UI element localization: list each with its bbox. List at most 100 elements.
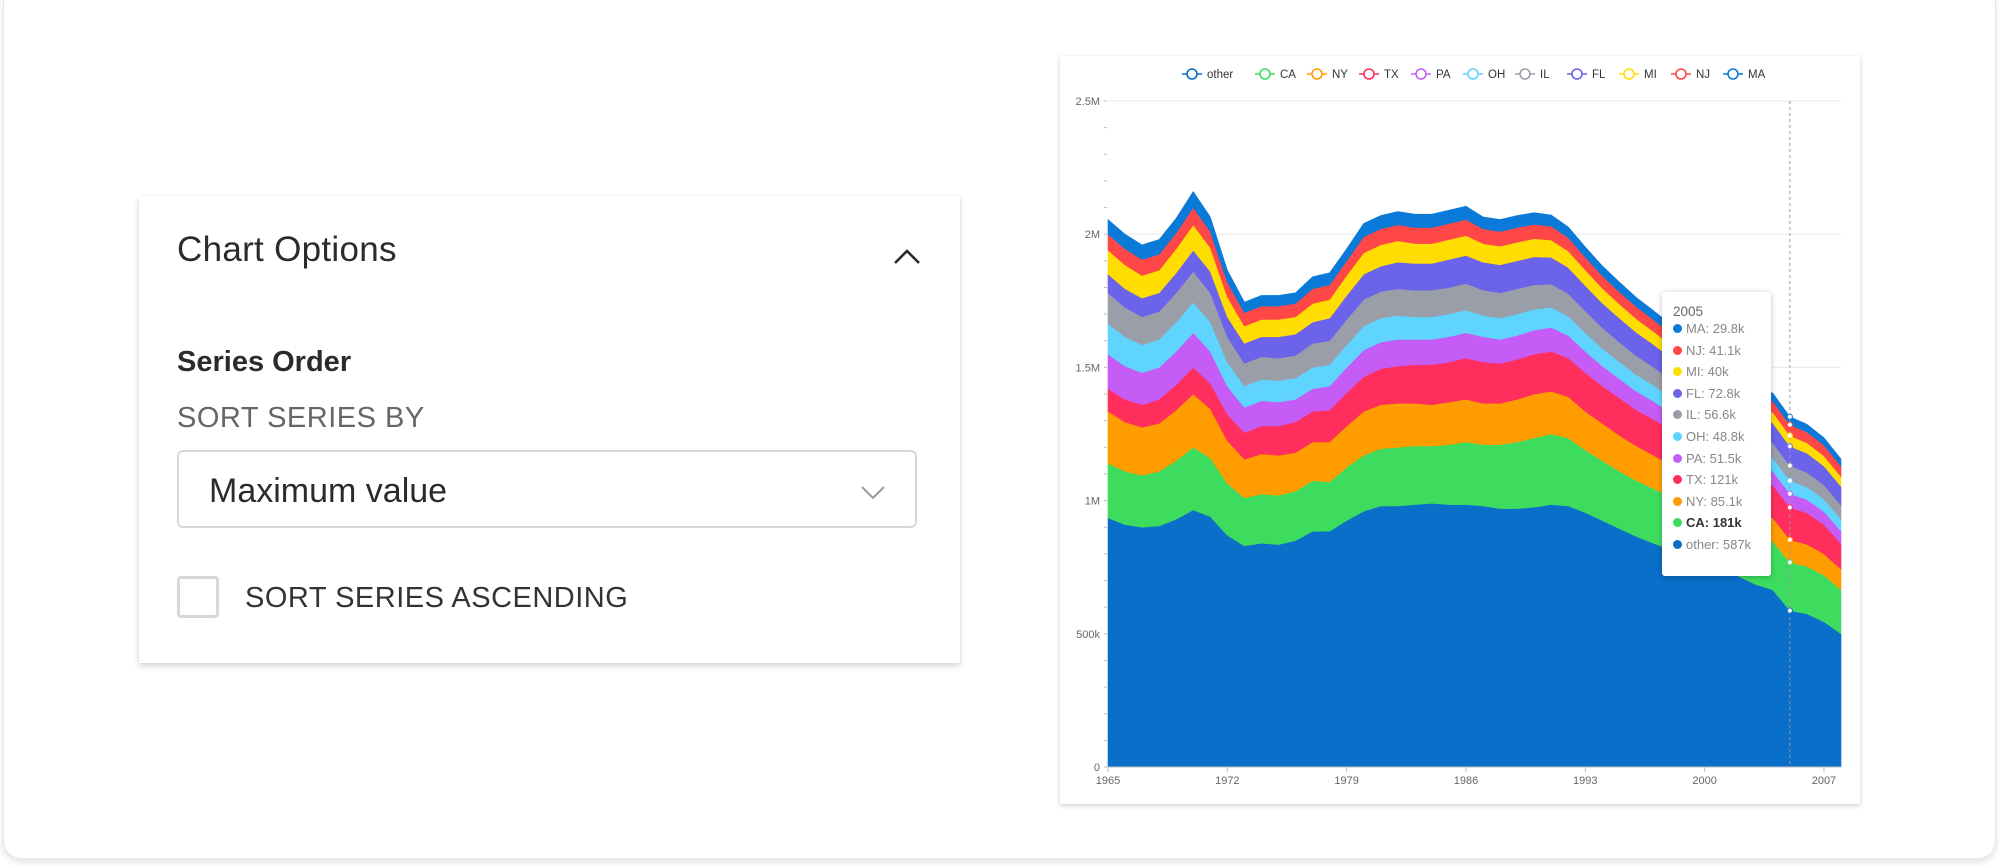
legend-label: other [1207, 69, 1233, 81]
legend-marker [1623, 68, 1635, 80]
tooltip-row-text: NJ: 41.1k [1686, 342, 1741, 358]
series-order-heading: Series Order [177, 346, 352, 378]
tooltip-color-dot [1673, 345, 1682, 355]
legend-marker [1571, 68, 1583, 80]
hover-marker-pa [1786, 490, 1793, 497]
sort-ascending-checkbox[interactable] [177, 576, 219, 618]
y-tick-label: 2.5M [1076, 96, 1100, 108]
chevron-down-icon [861, 486, 885, 500]
hover-marker-ny [1786, 536, 1793, 543]
hover-marker-fl [1786, 443, 1793, 450]
tooltip-row-text: other: 587k [1686, 537, 1752, 552]
sort-series-by-label: SORT SERIES BY [177, 402, 425, 434]
legend-marker [1519, 68, 1531, 80]
tooltip-row-mi: MI: 40k [1673, 364, 1729, 382]
tooltip-row-other: other: 587k [1673, 537, 1751, 555]
sort-series-selected-value: Maximum value [209, 472, 448, 510]
legend-label: FL [1592, 69, 1606, 81]
legend-marker [1259, 68, 1271, 80]
tooltip-color-dot [1673, 324, 1682, 333]
y-tick-label: 0 [1094, 762, 1100, 774]
legend-item-ny[interactable]: NY [1307, 68, 1348, 81]
legend-label: NY [1332, 69, 1348, 81]
hover-marker-ma [1786, 413, 1793, 420]
tooltip-color-dot [1673, 453, 1682, 463]
tooltip-row-nj: NJ: 41.1k [1673, 343, 1741, 361]
tooltip-row-text: TX: 121k [1686, 472, 1739, 488]
tooltip-row-text: NY: 85.1k [1686, 493, 1743, 509]
tooltip-row-ny: NY: 85.1k [1673, 494, 1742, 512]
legend-item-mi[interactable]: MI [1619, 68, 1657, 81]
tooltip-row-text: OH: 48.8k [1686, 429, 1745, 444]
tooltip-color-dot [1673, 388, 1682, 398]
chevron-up-icon[interactable] [890, 240, 924, 274]
hover-marker-mi [1786, 432, 1793, 439]
legend-item-pa[interactable]: PA [1411, 68, 1451, 81]
hover-marker-nj [1786, 421, 1793, 428]
legend-marker [1311, 68, 1323, 80]
legend-marker [1675, 68, 1687, 80]
tooltip-color-dot [1673, 496, 1682, 506]
legend-label: IL [1540, 69, 1550, 81]
tooltip-row-tx: TX: 121k [1673, 472, 1738, 490]
hover-marker-ca [1786, 559, 1793, 566]
hover-marker-other [1786, 607, 1793, 614]
panel-title: Chart Options [177, 230, 397, 269]
tooltip-row-oh: OH: 48.8k [1673, 429, 1745, 447]
legend-item-fl[interactable]: FL [1567, 68, 1606, 81]
tooltip-row-text: IL: 56.6k [1686, 407, 1736, 423]
legend-label: MI [1644, 69, 1657, 81]
tooltip-color-dot [1673, 518, 1682, 528]
legend-label: CA [1280, 69, 1296, 81]
x-tick-label: 1986 [1454, 775, 1478, 787]
tooltip-row-text: CA: 181k [1686, 515, 1742, 531]
legend-marker [1727, 68, 1739, 80]
chart-legend: other CA NY TX PA OH IL FL MI NJ MA [1182, 68, 1766, 81]
tooltip-color-dot [1673, 410, 1682, 420]
y-tick-label: 2M [1085, 229, 1100, 241]
legend-item-tx[interactable]: TX [1359, 68, 1399, 81]
y-tick-label: 1M [1085, 496, 1100, 508]
legend-item-other[interactable]: other [1182, 68, 1233, 81]
tooltip-row-pa: PA: 51.5k [1673, 451, 1741, 469]
area-ma[interactable] [1107, 191, 1842, 468]
chart-options-panel: Chart Options Series Order SORT SERIES B… [139, 196, 960, 663]
tooltip-title: 2005 [1673, 304, 1704, 319]
legend-item-nj[interactable]: NJ [1671, 68, 1710, 81]
hover-marker-oh [1786, 477, 1793, 484]
tooltip-color-dot [1673, 367, 1682, 377]
stacked-area-chart[interactable]: 0 500k 1M 1.5M 2M 2.5M 1965 1972 1979 1986 1993 200… [1060, 56, 1860, 804]
x-tick-label: 1972 [1215, 775, 1239, 787]
legend-label: OH [1488, 69, 1505, 81]
tooltip-row-il: IL: 56.6k [1673, 407, 1736, 425]
legend-label: NJ [1696, 69, 1710, 81]
chart-tooltip: 2005 MA: 29.8k NJ: 41.1k MI: 40k FL: 72.8k I… [1662, 292, 1771, 576]
tooltip-color-dot [1673, 432, 1682, 441]
legend-item-oh[interactable]: OH [1463, 68, 1505, 81]
legend-marker [1415, 68, 1427, 80]
y-tick-label: 1.5M [1076, 362, 1100, 374]
tooltip-row-text: PA: 51.5k [1686, 450, 1742, 466]
legend-item-ma[interactable]: MA [1723, 68, 1766, 81]
x-tick-label: 2007 [1812, 775, 1836, 787]
chart-card: 0 500k 1M 1.5M 2M 2.5M 1965 1972 1979 1986 1993 200… [1060, 56, 1860, 804]
legend-label: PA [1436, 69, 1451, 81]
tooltip-row-ca: CA: 181k [1673, 515, 1742, 533]
tooltip-row-fl: FL: 72.8k [1673, 386, 1740, 404]
legend-label: TX [1384, 69, 1399, 81]
sort-series-select[interactable]: Maximum value [177, 450, 917, 528]
legend-marker [1467, 68, 1479, 80]
x-tick-label: 1979 [1334, 775, 1358, 787]
sort-ascending-label[interactable]: SORT SERIES ASCENDING [245, 582, 629, 614]
tooltip-color-dot [1673, 475, 1682, 485]
legend-marker [1363, 68, 1375, 80]
hover-marker-tx [1786, 504, 1793, 511]
tooltip-row-ma: MA: 29.8k [1673, 321, 1745, 339]
tooltip-row-text: MI: 40k [1686, 364, 1729, 380]
x-tick-label: 2000 [1692, 775, 1716, 787]
tooltip-row-text: MA: 29.8k [1686, 321, 1745, 336]
hover-marker-il [1786, 462, 1793, 469]
legend-item-il[interactable]: IL [1515, 68, 1550, 81]
x-tick-label: 1965 [1096, 775, 1120, 787]
legend-item-ca[interactable]: CA [1255, 68, 1296, 81]
